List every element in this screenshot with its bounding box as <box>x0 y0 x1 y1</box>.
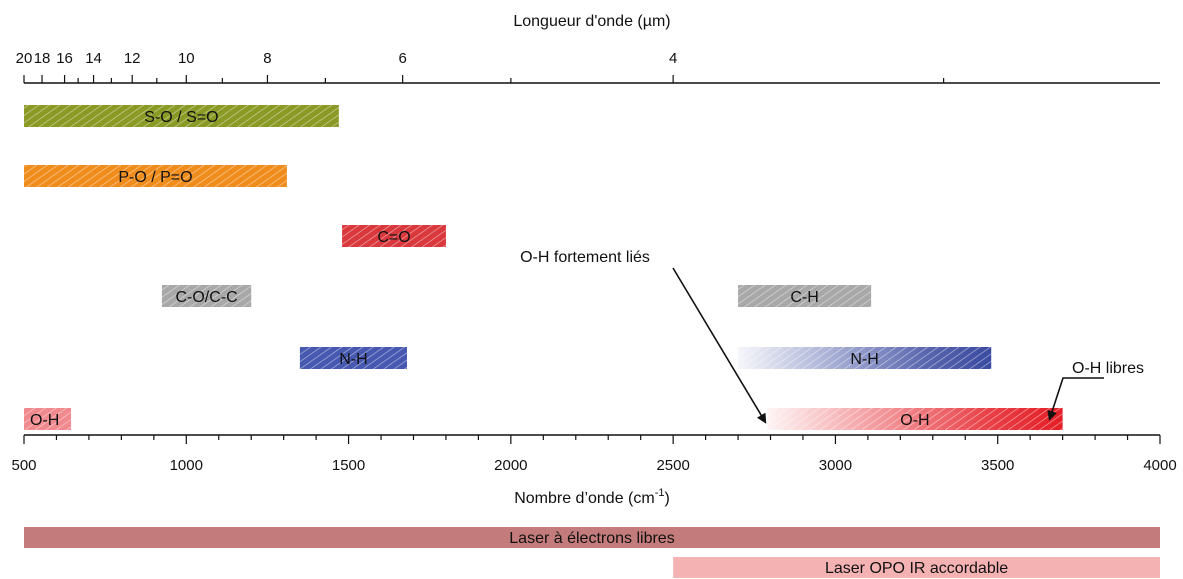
annotation-oh-free: O-H libres <box>1072 360 1144 377</box>
top-tick-label: 12 <box>124 50 141 67</box>
top-tick-label: 8 <box>263 50 271 67</box>
band-n-h-6: N-H <box>738 347 992 369</box>
band-label: P-O / P=O <box>118 169 192 186</box>
bottom-tick-label: 1000 <box>170 457 203 474</box>
lasers-layer: Laser à électrons libres Laser OPO IR acc… <box>24 527 1160 578</box>
band-texture <box>161 285 252 307</box>
band-n-h-5: N-H <box>299 347 407 369</box>
bottom-tick-label: 500 <box>11 457 36 474</box>
band-texture <box>299 347 407 369</box>
laser-bar-0: Laser à électrons libres <box>24 527 1160 548</box>
arrow-oh-strong <box>672 267 767 424</box>
band-o-h-7: O-H <box>24 408 72 430</box>
band-texture <box>24 408 72 430</box>
band-c-o-2: C=O <box>342 225 446 247</box>
band-s-o-s-o-0: S-O / S=O <box>24 105 339 127</box>
band-label: S-O / S=O <box>144 109 218 126</box>
band-label: C-H <box>790 289 818 306</box>
band-texture <box>738 347 992 369</box>
top-tick-label: 6 <box>398 50 406 67</box>
bottom-tick-label: 2500 <box>656 457 689 474</box>
arrow-oh-free <box>1047 377 1104 421</box>
band-label: N-H <box>339 351 367 368</box>
top-tick-label: 18 <box>34 50 51 67</box>
band-p-o-p-o-1: P-O / P=O <box>24 165 287 187</box>
top-tick-label: 4 <box>669 50 677 67</box>
laser-bar <box>673 557 1160 578</box>
top-axis-title: Longueur d'onde (µm) <box>513 13 670 30</box>
band-texture <box>767 408 1063 430</box>
laser-bar-1: Laser OPO IR accordable <box>673 557 1160 578</box>
bottom-tick-label: 4000 <box>1143 457 1176 474</box>
band-texture <box>342 225 446 247</box>
bottom-tick-label: 1500 <box>332 457 365 474</box>
annotation-oh-strong: O-H fortement liés <box>520 249 650 266</box>
bottom-tick-label: 3000 <box>819 457 852 474</box>
axes-layer: Longueur d'onde (µm) Nombre d’onde (cm-1… <box>24 13 1160 507</box>
bottom-axis-title: Nombre d’onde (cm-1) <box>514 487 670 507</box>
laser-label: Laser OPO IR accordable <box>825 560 1008 577</box>
band-label: C=O <box>377 229 410 246</box>
bottom-axis-title-end: ) <box>664 490 669 507</box>
bottom-axis-title-superscript: -1 <box>655 487 665 499</box>
top-tick-label: 16 <box>56 50 73 67</box>
band-o-h-8: O-H <box>767 408 1063 430</box>
band-label: N-H <box>850 351 878 368</box>
ticks-layer: 20 18 16 14 12 10 8 6 4 500 1000 1500 2000 2500 3000 35… <box>11 50 1176 474</box>
band-c-h-4: C-H <box>738 285 872 307</box>
bottom-axis-title-main: Nombre d’onde (cm <box>514 490 655 507</box>
band-label: O-H <box>30 412 59 429</box>
band-label: C-O/C-C <box>175 289 237 306</box>
laser-bar <box>24 527 1160 548</box>
band-label: O-H <box>900 412 929 429</box>
annotations-layer: O-H fortement liés O-H libres <box>520 249 1144 424</box>
band-texture <box>738 285 872 307</box>
bands-layer: S-O / S=O P-O / P=O C=O C-O/C-C C-H N-H N-H O-H… <box>24 105 1063 430</box>
band-texture <box>24 105 339 127</box>
laser-label: Laser à électrons libres <box>509 530 674 547</box>
top-tick-label: 20 <box>16 50 33 67</box>
top-tick-label: 14 <box>85 50 102 67</box>
band-texture <box>24 165 287 187</box>
band-c-o-c-c-3: C-O/C-C <box>161 285 252 307</box>
bottom-tick-label: 3500 <box>981 457 1014 474</box>
top-tick-label: 10 <box>178 50 195 67</box>
bottom-tick-label: 2000 <box>494 457 527 474</box>
